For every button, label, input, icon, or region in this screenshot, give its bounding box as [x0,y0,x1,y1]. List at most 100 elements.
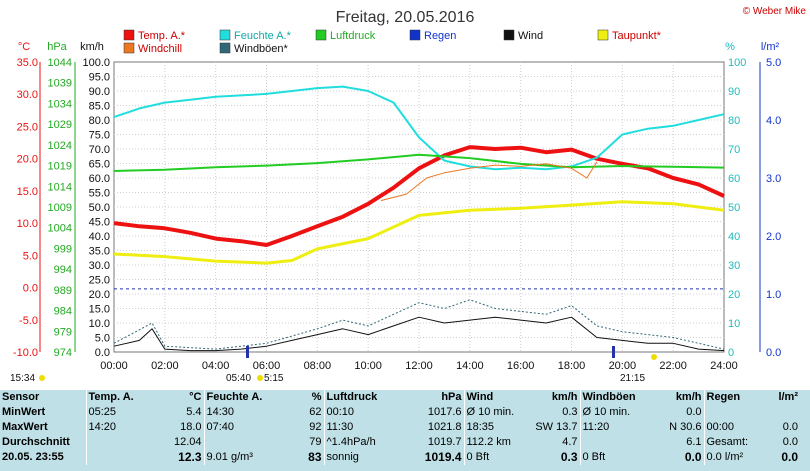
stats-cell: 92 [309,421,322,433]
temp-tick-label: 35.0 [17,57,38,69]
stats-cell: 9.01 g/m³ [203,450,294,465]
stats-cell: 5.4 [186,406,202,418]
stats-cell: SW 13.7 [535,421,578,433]
stats-cell: 11:20 [579,420,644,435]
temp-tick-label: 0.0 [23,283,38,295]
x-tick-label: 04:00 [202,360,230,372]
stats-cell: 1019.4 [424,450,462,464]
x-tick-label: 00:00 [100,360,128,372]
rain-tick-label: 4.0 [766,115,781,127]
stats-cell: km/h [675,391,702,403]
stats-header-row: Sensor Temp. A. °C Feuchte A.% Luftdruck hPa W… [0,390,800,405]
humidity-tick-label: 10 [728,318,740,330]
axis-ticks: 35.0 30.0 25.0 20.0 15.0 10.0 5.0 0.0 -5.0 -10.0 1… [13,57,781,372]
legend: Temp. A.* Feuchte A.* Luftdruck Regen Wind Ta… [123,29,662,55]
legend-label: Taupunkt* [612,30,662,42]
sun-markers: 15:34 05:40 5:15 21:15 [10,346,657,384]
weather-chart: Freitag, 20.05.2016 © Weber Mike Temp. A… [10,6,807,384]
x-tick-label: 22:00 [659,360,687,372]
stats-cell: 18:35 [463,420,524,435]
legend-swatch [597,29,609,41]
humidity-tick-label: 60 [728,173,740,185]
stats-cell: 62 [309,406,322,418]
pressure-tick-label: 1044 [48,57,72,69]
stats-cell: 0 Bft [579,450,644,465]
pressure-tick-label: 1024 [48,140,72,152]
stats-cell: hPa [441,391,462,403]
humidity-tick-label: 50 [728,202,740,214]
wind-tick-label: 35.0 [89,246,110,258]
wind-tick-label: 15.0 [89,304,110,316]
pressure-tick-label: 974 [54,347,72,359]
statistics-table: Sensor Temp. A. °C Feuchte A.% Luftdruck hPa W… [0,390,800,465]
stats-cell: 79 [309,436,322,448]
wind-tick-label: 60.0 [89,173,110,185]
stats-cell: 14:30 [203,405,294,420]
rain-tick-label: 5.0 [766,57,781,69]
stats-cell: 0.0 [782,421,798,433]
stats-cell: 00:10 [323,405,384,420]
pressure-tick-label: 989 [54,285,72,297]
wind-tick-label: 50.0 [89,202,110,214]
stats-cell [85,435,140,450]
pressure-tick-label: 1009 [48,202,72,214]
stats-cell [203,435,294,450]
rain-tick-label: 1.0 [766,289,781,301]
rain-tick-label: 3.0 [766,173,781,185]
wind-tick-label: 95.0 [89,72,110,84]
stats-row: Durchschnitt 12.04 79 ^1.4hPa/h 1019.7 112.2 … [0,435,800,450]
stats-cell: Regen [703,390,764,405]
x-tick-label: 18:00 [558,360,586,372]
series-line-windb-en [113,299,725,350]
x-tick-label: 14:00 [456,360,484,372]
temp-tick-label: -5.0 [19,315,38,327]
credit-text: © Weber Mike [743,6,807,17]
series-line-windchill [380,161,598,202]
stats-cell: 6.1 [686,436,702,448]
series-line-wind [113,316,725,352]
stats-row: MaxWert 14:20 18.0 07:40 92 11:30 1021.8 18:35 S… [0,420,800,435]
temp-tick-label: 30.0 [17,89,38,101]
left-marker-dot [39,375,45,381]
stats-cell: 1017.6 [427,406,462,418]
stats-cell: 0.0 [781,450,798,464]
stats-cell: Gesamt: [703,435,764,450]
stats-cell: % [311,391,322,403]
wind-tick-label: 30.0 [89,260,110,272]
pressure-tick-label: 1039 [48,78,72,90]
grid-lines [114,62,724,352]
stats-cell: 0.0 [782,436,798,448]
sunrise-marker-label: 05:40 [226,373,251,384]
x-tick-label: 24:00 [710,360,738,372]
stats-cell: 12.04 [173,436,202,448]
sunrise-marker-dot [257,375,263,381]
legend-label: Windböen* [234,43,289,55]
stats-cell: Wind [463,390,524,405]
sunset-marker-dot [651,354,657,360]
legend-label: Regen [424,30,456,42]
chart-title: Freitag, 20.05.2016 [336,9,475,26]
wind-tick-label: 25.0 [89,275,110,287]
pressure-tick-label: 1004 [48,223,72,235]
wind-tick-label: 40.0 [89,231,110,243]
x-tick-label: 10:00 [354,360,382,372]
humidity-tick-label: 90 [728,86,740,98]
stats-cell: 0.0 [684,450,702,464]
stats-cell: sonnig [323,450,384,465]
stats-cell: 0.3 [560,450,578,464]
x-tick-label: 08:00 [304,360,332,372]
stats-cell: Temp. A. [85,390,140,405]
stats-cell: 0.0 [686,406,702,418]
legend-swatch [123,29,135,41]
stats-cell: 14:20 [85,420,140,435]
wind-tick-label: 55.0 [89,188,110,200]
humidity-tick-label: 100 [728,57,746,69]
pressure-tick-label: 994 [54,264,72,276]
stats-cell: Windböen [579,390,644,405]
temp-tick-label: 25.0 [17,121,38,133]
stats-cell: Sensor [2,391,40,403]
pressure-axis-unit: hPa [47,41,67,53]
wind-tick-label: 65.0 [89,159,110,171]
x-tick-label: 12:00 [405,360,433,372]
rain-tick-label: 2.0 [766,231,781,243]
